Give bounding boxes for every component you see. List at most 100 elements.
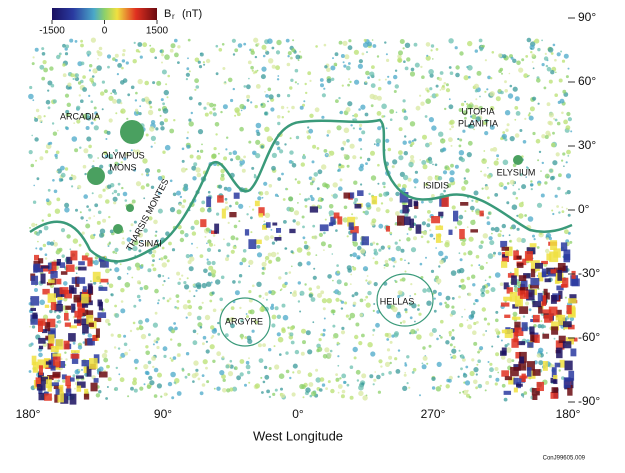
anomaly-patch: [206, 196, 212, 208]
scatter-dot: [101, 108, 104, 111]
scatter-dot: [475, 254, 480, 259]
scatter-dot: [39, 247, 43, 251]
scatter-dot: [468, 236, 474, 242]
scatter-dot: [109, 229, 114, 234]
scatter-dot: [422, 355, 428, 361]
scatter-dot: [31, 62, 35, 66]
anomaly-patch: [86, 366, 92, 377]
scatter-dot: [524, 117, 527, 120]
scatter-dot: [480, 292, 486, 298]
scatter-dot: [433, 297, 436, 300]
scatter-dot: [473, 190, 479, 196]
scatter-dot: [324, 65, 328, 69]
scatter-dot: [286, 188, 289, 191]
anomaly-patch: [504, 314, 511, 318]
anomaly-patch: [560, 284, 568, 288]
scatter-dot: [104, 89, 108, 93]
anomaly-patch: [566, 337, 574, 345]
scatter-dot: [90, 82, 93, 84]
scatter-dot: [276, 314, 282, 319]
scatter-dot: [391, 165, 395, 169]
scatter-dot: [262, 297, 265, 299]
scatter-dot: [183, 281, 187, 285]
scatter-dot: [161, 69, 167, 75]
scatter-dot: [537, 102, 540, 105]
scatter-dot: [373, 143, 376, 146]
scatter-dot: [457, 137, 460, 141]
scatter-dot: [117, 275, 122, 281]
scatter-dot: [64, 207, 70, 213]
scatter-dot: [212, 107, 216, 111]
scatter-dot: [119, 377, 125, 383]
colorbar: [52, 8, 157, 20]
scatter-dot: [195, 167, 201, 173]
scatter-dot: [362, 210, 365, 214]
scatter-dot: [142, 158, 148, 164]
scatter-dot: [287, 326, 290, 329]
scatter-dot: [389, 340, 393, 344]
scatter-dot: [40, 121, 43, 123]
scatter-dot: [261, 271, 265, 275]
scatter-dot: [554, 194, 558, 198]
scatter-dot: [342, 40, 348, 46]
scatter-dot: [354, 197, 359, 202]
scatter-dot: [344, 54, 350, 60]
scatter-dot: [199, 326, 203, 329]
scatter-dot: [371, 39, 374, 41]
scatter-dot: [531, 53, 535, 57]
scatter-dot: [407, 262, 410, 265]
scatter-dot: [107, 169, 113, 175]
scatter-dot: [235, 155, 241, 161]
scatter-dot: [501, 133, 507, 140]
anomaly-patch: [50, 271, 58, 278]
scatter-dot: [95, 393, 101, 398]
anomaly-patch: [501, 370, 509, 377]
scatter-dot: [139, 286, 143, 291]
scatter-dot: [328, 210, 335, 216]
scatter-dot: [427, 218, 431, 222]
scatter-dot: [558, 173, 562, 178]
anomaly-patch: [78, 261, 85, 266]
volcano: [126, 204, 134, 212]
scatter-dot: [188, 266, 194, 272]
scatter-dot: [378, 78, 381, 81]
scatter-dot: [340, 54, 345, 58]
scatter-dot: [527, 113, 531, 117]
scatter-dot: [343, 205, 348, 210]
scatter-dot: [368, 280, 372, 285]
scatter-dot: [154, 288, 159, 294]
scatter-dot: [439, 384, 442, 387]
scatter-dot: [322, 328, 326, 332]
scatter-dot: [384, 263, 389, 267]
scatter-dot: [306, 261, 311, 266]
scatter-dot: [209, 299, 213, 303]
scatter-dot: [290, 250, 294, 254]
anomaly-patch: [35, 377, 42, 387]
scatter-dot: [482, 285, 486, 289]
scatter-dot: [466, 152, 472, 158]
scatter-dot: [92, 160, 95, 163]
scatter-dot: [139, 386, 144, 391]
scatter-dot: [101, 156, 104, 158]
anomaly-patch: [74, 310, 82, 318]
scatter-dot: [349, 395, 354, 400]
scatter-dot: [160, 257, 164, 261]
scatter-dot: [137, 232, 144, 238]
scatter-dot: [211, 291, 215, 295]
scatter-dot: [549, 168, 553, 173]
anomaly-patch: [45, 335, 51, 340]
scatter-dot: [52, 179, 55, 182]
scatter-dot: [394, 279, 396, 282]
scatter-dot: [115, 366, 119, 370]
scatter-dot: [408, 302, 413, 307]
scatter-dot: [545, 352, 548, 354]
scatter-dot: [514, 133, 520, 138]
scatter-dot: [93, 106, 97, 110]
data-scatter: [28, 37, 580, 405]
scatter-dot: [414, 320, 416, 323]
scatter-dot: [494, 328, 499, 333]
scatter-dot: [489, 91, 495, 97]
scatter-dot: [90, 280, 92, 283]
scatter-dot: [403, 110, 407, 113]
